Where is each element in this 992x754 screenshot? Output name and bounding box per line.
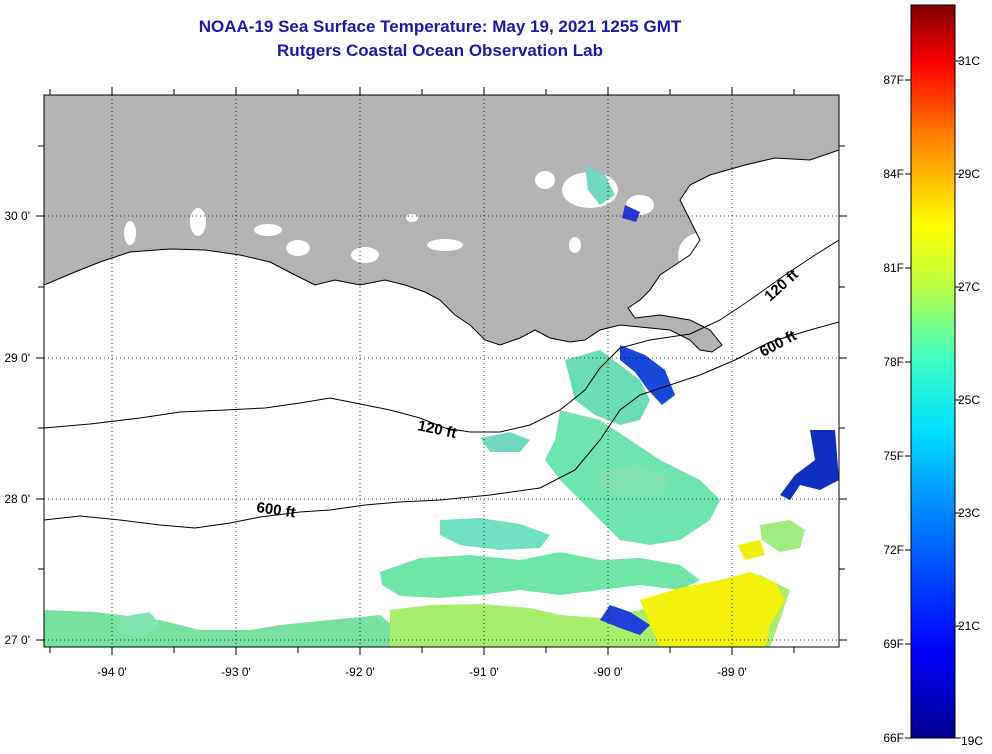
lon-label: -89 0' xyxy=(717,665,747,679)
colorbar-c-label: 21C xyxy=(958,619,980,633)
colorbar-f-label: 75F xyxy=(883,449,904,463)
map-border xyxy=(43,94,840,648)
lake xyxy=(351,247,379,263)
coastline xyxy=(44,149,839,353)
lon-label: -90 0' xyxy=(593,665,623,679)
lon-label: -93 0' xyxy=(221,665,251,679)
land-mass xyxy=(44,95,839,352)
lake xyxy=(406,214,418,222)
lake xyxy=(254,224,282,236)
lat-label: 29 0' xyxy=(4,351,30,365)
colorbar-f-label: 81F xyxy=(883,261,904,275)
colorbar-ticks xyxy=(905,60,961,739)
colorbar-f-label: 87F xyxy=(883,73,904,87)
contour-label-600ft-west: 600 ft xyxy=(255,499,296,521)
lake xyxy=(427,239,463,251)
lat-label: 30 0' xyxy=(4,209,30,223)
lake xyxy=(124,221,136,245)
colorbar-f-label: 69F xyxy=(883,637,904,651)
colorbar-f-label: 66F xyxy=(883,731,904,745)
contour-600ft xyxy=(44,321,839,529)
lake xyxy=(190,208,206,236)
lake xyxy=(286,240,310,256)
colorbar-c-label: 23C xyxy=(958,506,980,520)
lon-label: -94 0' xyxy=(97,665,127,679)
colorbar-c-label: 29C xyxy=(958,167,980,181)
colorbar-c-label: 25C xyxy=(958,393,980,407)
colorbar-c-label: 19C xyxy=(961,734,983,748)
graticule xyxy=(44,95,839,647)
colorbar-c-label: 31C xyxy=(958,54,980,68)
colorbar xyxy=(910,4,956,739)
sst-data xyxy=(44,165,839,647)
lake xyxy=(535,171,555,189)
colorbar-f-label: 78F xyxy=(883,355,904,369)
map-subtitle: Rutgers Coastal Ocean Observation Lab xyxy=(277,41,603,60)
map-title: NOAA-19 Sea Surface Temperature: May 19,… xyxy=(198,17,682,36)
lat-label: 27 0' xyxy=(4,633,30,647)
lake xyxy=(569,237,581,253)
axis-ticks xyxy=(36,87,847,655)
contour-120ft xyxy=(44,239,839,433)
colorbar-f-label: 84F xyxy=(883,167,904,181)
lon-label: -92 0' xyxy=(345,665,375,679)
colorbar-c-label: 27C xyxy=(958,280,980,294)
lon-label: -91 0' xyxy=(469,665,499,679)
lake xyxy=(678,233,722,277)
lat-label: 28 0' xyxy=(4,492,30,506)
colorbar-f-label: 72F xyxy=(883,543,904,557)
